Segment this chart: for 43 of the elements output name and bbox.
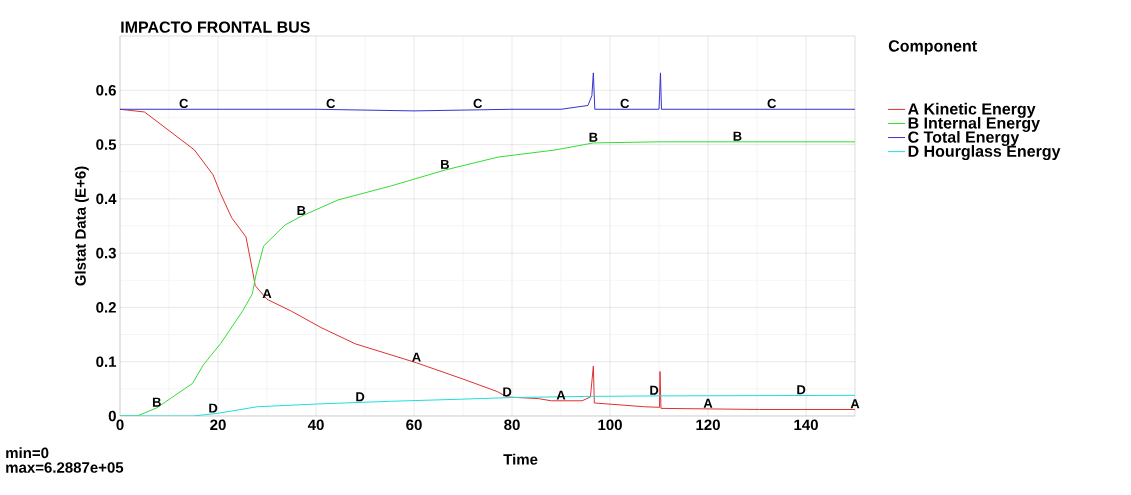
annotation: D — [650, 385, 659, 395]
annotation: C — [620, 98, 630, 109]
legend-label: D Hourglass Energy — [908, 145, 1061, 161]
legend-label: C Total Energy — [908, 131, 1020, 146]
x-tick-label: 40 — [307, 419, 324, 431]
x-tick-label: 80 — [504, 419, 520, 431]
annotation: B — [733, 131, 742, 141]
annotation: D — [209, 403, 218, 413]
annotation: B — [297, 206, 306, 216]
x-tick-label: 140 — [794, 419, 818, 431]
y-axis-title: Glstat Data (E+6) — [74, 166, 89, 286]
annotation: B — [441, 159, 449, 169]
y-tick-label: 0.2 — [96, 302, 116, 313]
y-tick-label: 0.5 — [96, 139, 117, 150]
x-tick-label: 20 — [210, 419, 226, 431]
legend-label: B Internal Energy — [908, 116, 1040, 132]
text: max=6.2887e+05 — [6, 462, 124, 473]
text: min=0 — [6, 447, 49, 459]
y-tick-label: 0.6 — [96, 84, 116, 96]
annotation: C — [179, 98, 189, 109]
legend-label: A Kinetic Energy — [908, 102, 1036, 118]
y-tick-label: 0 — [108, 410, 116, 422]
y-tick-label: 0.1 — [96, 356, 117, 367]
annotation: A — [262, 289, 272, 299]
y-tick-label: 0.3 — [96, 247, 116, 259]
x-tick-label: 120 — [696, 419, 720, 431]
annotation: C — [767, 98, 777, 109]
y-tick-label: 0.4 — [96, 193, 117, 205]
chart-title: IMPACTO FRONTAL BUS — [121, 21, 310, 33]
legend-title: Component — [888, 40, 977, 55]
annotation: A — [703, 398, 713, 408]
annotation: A — [850, 399, 860, 409]
annotation: B — [589, 132, 598, 142]
annotation: D — [797, 385, 806, 395]
annotation: A — [412, 352, 421, 362]
annotation: B — [152, 397, 161, 407]
annotation: C — [326, 98, 336, 109]
annotation: D — [356, 392, 365, 402]
x-tick-label: 60 — [406, 419, 422, 431]
x-axis-title: Time — [503, 453, 538, 465]
annotation: C — [473, 98, 483, 109]
annotation: D — [503, 387, 512, 397]
x-tick-label: 100 — [598, 419, 622, 431]
